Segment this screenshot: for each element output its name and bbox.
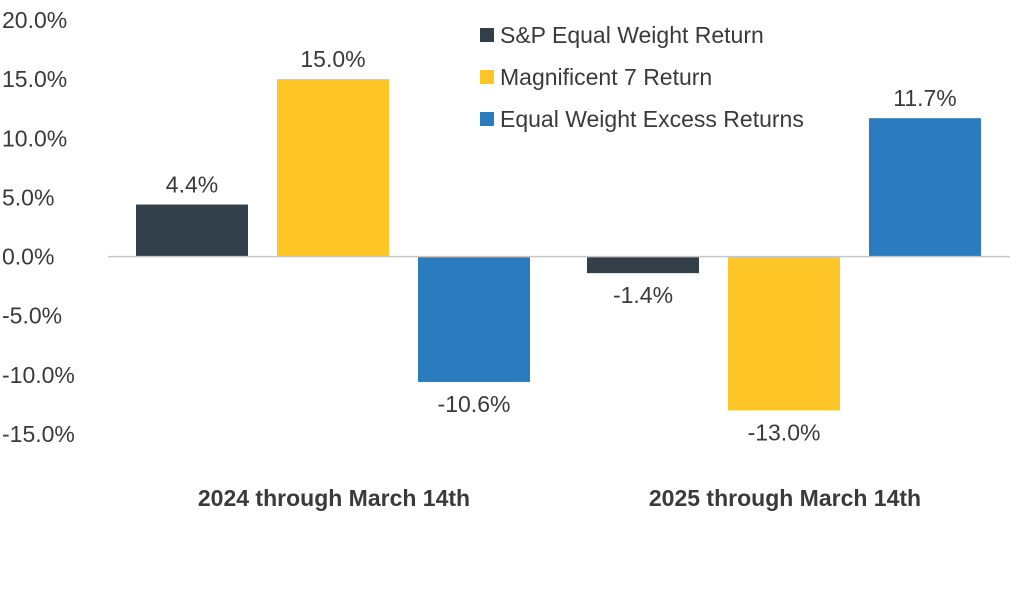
y-tick-label: -5.0% (2, 303, 62, 329)
category-labels: 2024 through March 14th 2025 through Marc… (198, 485, 921, 511)
data-label: 15.0% (300, 46, 365, 72)
y-axis: 20.0% 15.0% 10.0% 5.0% 0.0% -5.0% -10.0% -15.0% (2, 7, 75, 447)
y-tick-label: 5.0% (2, 184, 54, 210)
legend-swatch (480, 70, 494, 84)
y-tick-label: -10.0% (2, 362, 75, 388)
bar-magnificent-7-return-1 (277, 79, 389, 257)
legend-swatch (480, 112, 494, 126)
category-label: 2024 through March 14th (198, 485, 470, 511)
legend-swatch (480, 28, 494, 42)
bar-magnificent-7-return-2 (728, 256, 840, 411)
legend: S&P Equal Weight Return Magnificent 7 Ret… (480, 22, 804, 132)
bar-s-p-equal-weight-return-1 (136, 204, 248, 257)
category-label: 2025 through March 14th (649, 485, 921, 511)
data-labels: 4.4% 15.0% -10.6% -1.4% -13.0% 11.7% (166, 46, 957, 445)
data-label: 11.7% (893, 85, 957, 111)
y-tick-label: 20.0% (2, 7, 67, 33)
y-tick-label: -15.0% (2, 421, 75, 447)
y-tick-label: 0.0% (2, 244, 54, 270)
data-label: 4.4% (166, 172, 218, 198)
bar-s-p-equal-weight-return-2 (587, 256, 699, 274)
data-label: -13.0% (748, 419, 821, 445)
legend-entry-magnificent-7-return: Magnificent 7 Return (500, 64, 712, 90)
data-label: -10.6% (438, 391, 511, 417)
bars (136, 79, 981, 411)
y-tick-label: 15.0% (2, 66, 67, 92)
legend-entry-equal-weight-excess-returns: Equal Weight Excess Returns (500, 106, 804, 132)
data-label: -1.4% (613, 282, 673, 308)
bar-equal-weight-excess-returns-2 (869, 118, 981, 257)
legend-entry-s-p-equal-weight-return: S&P Equal Weight Return (500, 22, 764, 48)
bar-equal-weight-excess-returns-1 (418, 256, 530, 382)
y-tick-label: 10.0% (2, 125, 67, 151)
